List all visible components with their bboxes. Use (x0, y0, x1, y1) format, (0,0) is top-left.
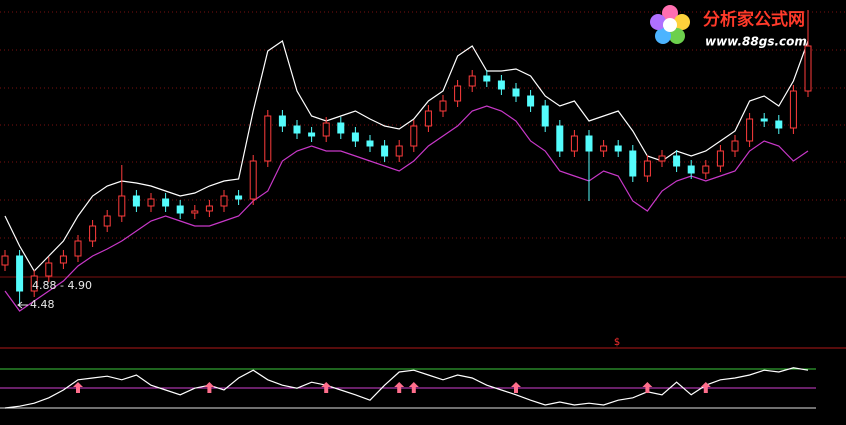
logo-flower (650, 5, 690, 44)
candle-body (716, 150, 724, 167)
candle-body (454, 85, 462, 102)
candle-body (512, 88, 520, 97)
candle-body (804, 45, 812, 92)
candle-body (132, 195, 140, 207)
candle-body (366, 140, 374, 147)
candle-body (497, 80, 505, 90)
candle-body (16, 255, 24, 292)
candle-body (731, 140, 739, 152)
candle-body (600, 145, 608, 152)
candle-body (308, 132, 316, 137)
candle-body (585, 135, 593, 152)
band-line (4, 40, 809, 272)
candle-body (643, 160, 651, 177)
candle-body (1, 255, 9, 266)
annotations: 4.88 - 4.90 4.48 $ (17, 279, 620, 348)
candle-body (541, 105, 549, 127)
logo-url: www.88gs.com (705, 35, 807, 49)
buy-signal (642, 382, 653, 393)
candle-body (118, 195, 126, 217)
annotation: 4.88 - 4.90 (32, 279, 92, 292)
candle-body (410, 125, 418, 147)
candle-body (687, 165, 695, 174)
candle-body (702, 165, 710, 174)
candle-body (351, 132, 359, 142)
candle-body (746, 118, 754, 142)
annotation-arrow (17, 301, 23, 309)
candle-body (249, 160, 257, 200)
candle-body (439, 100, 447, 112)
candle-body (176, 205, 184, 214)
buy-signal (700, 382, 711, 393)
buy-signal (73, 382, 83, 393)
candle-body (191, 210, 199, 214)
candle-body (205, 205, 213, 212)
candle-body (264, 115, 272, 162)
candle-body (278, 115, 286, 127)
plot-area (1, 10, 812, 409)
buy-signal (321, 382, 332, 393)
buy-signal (394, 382, 405, 393)
buy-signal (408, 382, 419, 393)
candle-body (89, 225, 97, 242)
candle-body (629, 150, 637, 177)
band-line (4, 105, 809, 312)
indicator-line (4, 367, 809, 409)
candle-body (483, 75, 491, 82)
candle-body (614, 145, 622, 152)
annotation: $ (614, 337, 620, 348)
candle-body (527, 95, 535, 107)
candle-body (59, 255, 67, 264)
buy-signal (204, 382, 215, 393)
annotation: 4.48 (30, 298, 55, 311)
candle-body (337, 122, 345, 134)
candle-body (789, 90, 797, 129)
candle-body (162, 198, 170, 207)
candle-body (293, 125, 301, 134)
candle-body (395, 145, 403, 157)
candle-body (760, 118, 768, 122)
candle-body (220, 195, 228, 207)
candle-body (658, 155, 666, 162)
candle-body (30, 275, 38, 292)
logo-title: 分析家公式网 (703, 9, 805, 30)
candle-body (381, 145, 389, 157)
buy-signal (511, 382, 521, 393)
logo: 分析家公式网 www.88gs.com (650, 5, 807, 49)
candle-body (74, 240, 82, 257)
grid (0, 11, 846, 409)
candle-body (322, 122, 330, 137)
candle-body (424, 110, 432, 127)
candle-body (468, 75, 476, 87)
candle-body (45, 262, 53, 277)
candle-body (570, 135, 578, 152)
candle-body (147, 198, 155, 207)
candle-body (235, 195, 243, 200)
candle-body (556, 125, 564, 152)
candle-body (775, 120, 783, 129)
candle-body (673, 155, 681, 167)
candle-body (103, 215, 111, 227)
